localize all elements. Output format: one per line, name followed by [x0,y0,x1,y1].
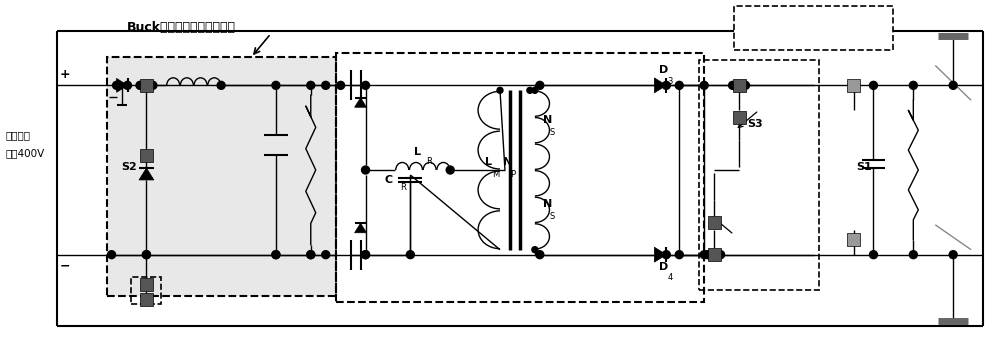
Circle shape [704,251,712,259]
Circle shape [322,251,330,259]
Text: L: L [414,147,421,157]
Bar [847,233,860,246]
Circle shape [949,251,957,259]
Circle shape [909,251,917,259]
Circle shape [362,166,370,174]
Circle shape [497,87,503,93]
Circle shape [272,251,280,259]
Text: D: D [659,66,669,76]
Circle shape [909,81,917,89]
Bar [140,149,153,161]
Text: 3: 3 [667,77,673,86]
Bar [708,216,721,229]
Bar [140,79,153,92]
Circle shape [362,81,370,89]
Bar [733,111,746,124]
Text: S2: S2 [122,162,137,172]
Text: L: L [485,157,492,167]
Text: P: P [510,170,515,179]
Text: +: + [60,68,70,81]
Text: N: N [543,199,552,209]
Bar [733,79,746,92]
Circle shape [949,81,957,89]
Circle shape [717,251,725,259]
Circle shape [406,251,414,259]
Text: R: R [400,183,406,192]
Text: 家用直流: 家用直流 [5,130,30,140]
Circle shape [870,251,877,259]
Text: D: D [659,262,669,272]
Text: S: S [550,128,555,137]
Circle shape [113,81,121,89]
Bar [734,6,893,50]
Text: S3: S3 [747,119,763,129]
Circle shape [142,251,150,259]
Circle shape [307,251,315,259]
Bar [847,79,860,92]
Circle shape [536,81,544,89]
Text: 关断: 关断 [759,31,774,45]
Circle shape [272,81,280,89]
Bar [708,248,721,261]
Circle shape [742,81,749,89]
Circle shape [446,166,454,174]
Circle shape [337,81,345,89]
Circle shape [675,81,683,89]
Circle shape [362,251,370,259]
Polygon shape [654,247,666,262]
Bar [140,293,153,306]
Circle shape [108,251,116,259]
Bar [140,278,153,291]
Circle shape [307,81,315,89]
Circle shape [322,81,330,89]
Bar [107,58,336,296]
Circle shape [532,247,538,253]
Circle shape [149,81,157,89]
Text: 4: 4 [667,273,673,282]
Circle shape [142,81,150,89]
Circle shape [870,81,877,89]
Circle shape [662,251,670,259]
Bar [131,277,161,305]
Circle shape [700,81,708,89]
Circle shape [217,81,225,89]
Bar [742,32,752,43]
Polygon shape [654,78,666,93]
Circle shape [675,251,683,259]
Polygon shape [355,223,367,233]
Text: S: S [550,212,555,221]
Text: C: C [384,175,392,185]
Circle shape [662,81,670,89]
Text: Buck型小功率直流变抛电路: Buck型小功率直流变抛电路 [127,21,236,34]
Circle shape [532,87,538,93]
Text: M: M [492,170,499,179]
Bar [336,53,704,303]
Circle shape [700,251,708,259]
Text: S1: S1 [857,162,872,172]
Circle shape [136,81,144,89]
Text: −: − [60,260,70,273]
Bar [742,13,752,24]
Text: 电源400V: 电源400V [5,148,44,158]
Circle shape [272,251,280,259]
Circle shape [536,251,544,259]
Text: N: N [503,157,512,167]
Polygon shape [355,98,367,107]
Text: 开通: 开通 [759,12,774,25]
Circle shape [142,251,150,259]
Circle shape [124,81,131,89]
Polygon shape [139,168,154,180]
Circle shape [307,251,315,259]
Text: R: R [426,157,432,166]
Circle shape [729,81,737,89]
Bar [699,60,819,289]
Circle shape [362,251,370,259]
Circle shape [527,87,533,93]
Text: N: N [543,115,552,125]
Polygon shape [117,78,128,92]
